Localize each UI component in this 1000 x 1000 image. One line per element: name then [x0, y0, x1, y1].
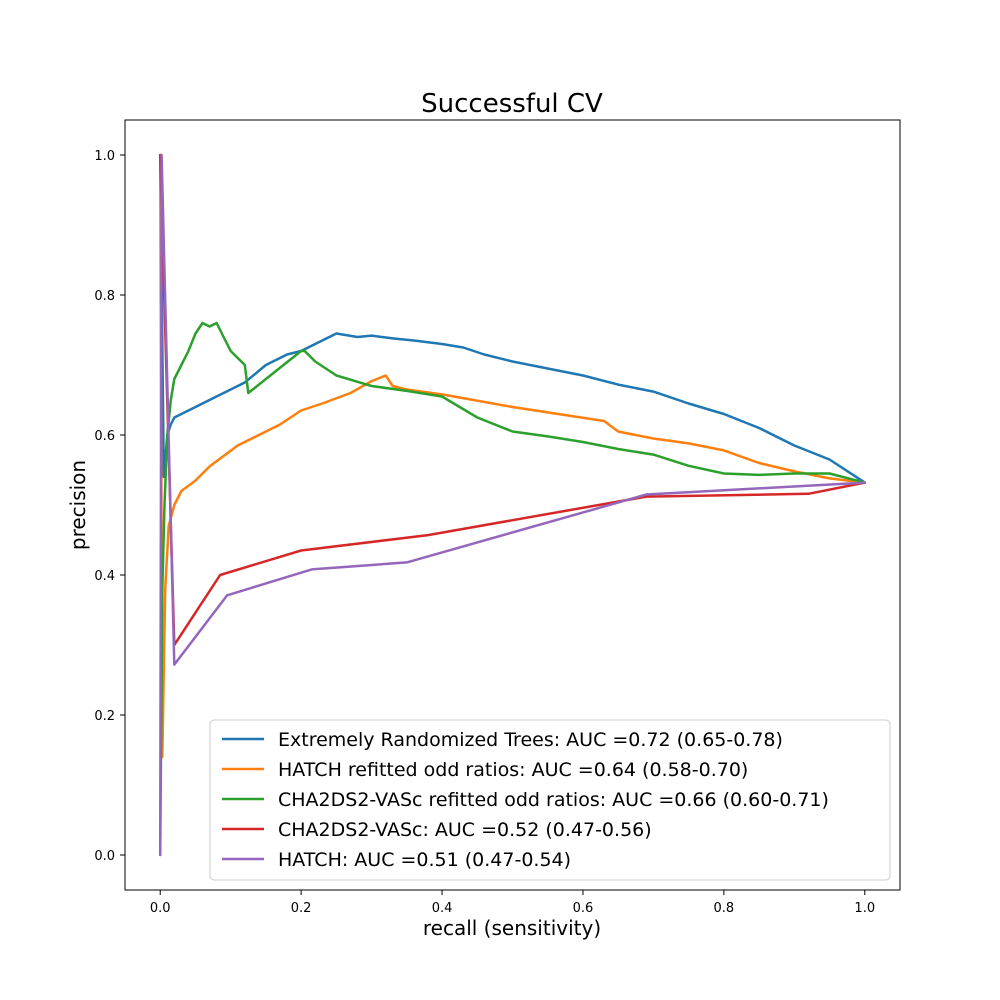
legend-label: Extremely Randomized Trees: AUC =0.72 (0… [278, 729, 783, 751]
legend-label: HATCH: AUC =0.51 (0.47-0.54) [278, 849, 571, 871]
y-tick-label: 0.6 [94, 429, 115, 444]
series-line-3 [158, 153, 867, 647]
legend-label: CHA2DS2-VASc refitted odd ratios: AUC =0… [278, 789, 829, 811]
series-line-4 [158, 153, 867, 857]
legend-label: HATCH refitted odd ratios: AUC =0.64 (0.… [278, 759, 748, 781]
y-tick-label: 0.2 [94, 709, 115, 724]
plot-frame [124, 119, 901, 891]
y-tick-label: 0.4 [94, 569, 115, 584]
y-axis-ticks: 0.0 0.2 0.4 0.6 0.8 1.0 [94, 149, 125, 864]
legend-label: CHA2DS2-VASc: AUC =0.52 (0.47-0.56) [278, 819, 652, 841]
y-tick-label: 1.0 [94, 149, 115, 164]
chart-title: Successful CV [421, 89, 603, 119]
legend-box [209, 719, 891, 881]
x-tick-label: 0.0 [150, 901, 171, 916]
legend: Extremely Randomized Trees: AUC =0.72 (0… [209, 719, 891, 881]
series-layer [158, 153, 867, 857]
x-tick-label: 0.8 [714, 901, 735, 916]
series-line-0 [158, 153, 867, 484]
x-tick-label: 0.2 [291, 901, 312, 916]
x-tick-label: 0.4 [432, 901, 453, 916]
series-line-2 [158, 321, 867, 857]
x-axis-ticks: 0.0 0.2 0.4 0.6 0.8 1.0 [150, 890, 875, 916]
x-tick-label: 1.0 [854, 901, 875, 916]
y-tick-label: 0.8 [94, 289, 115, 304]
x-axis-label: recall (sensitivity) [423, 916, 601, 940]
x-tick-label: 0.6 [573, 901, 594, 916]
y-axis-label: precision [66, 460, 90, 550]
series-line-1 [158, 153, 867, 759]
y-tick-label: 0.0 [94, 849, 115, 864]
